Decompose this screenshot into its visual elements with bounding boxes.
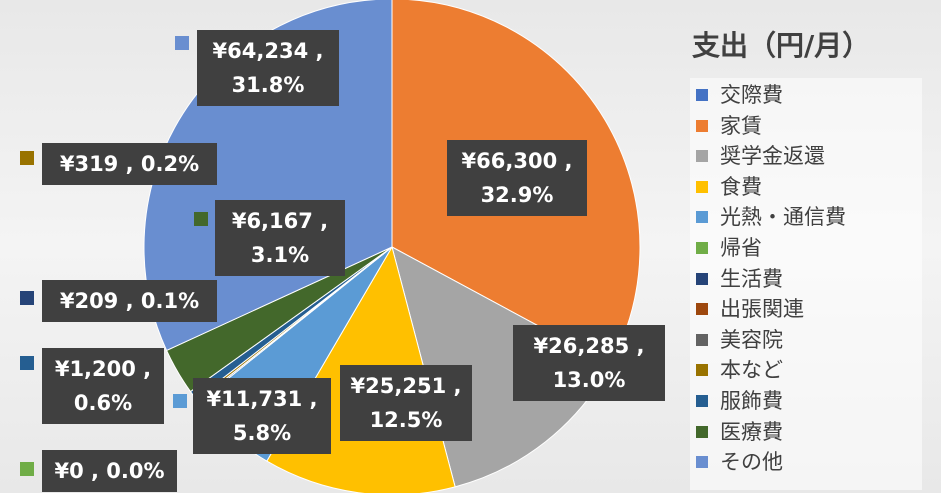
data-label: ¥25,251 , 12.5% [340, 365, 472, 441]
legend-entry: 帰省 [696, 233, 762, 263]
legend-swatch [696, 395, 708, 407]
legend-entry: 交際費 [696, 80, 783, 110]
legend-label: 食費 [720, 174, 762, 199]
legend-label: 交際費 [720, 83, 783, 107]
legend-label: 光熱・通信費 [720, 205, 846, 230]
label-key [20, 151, 34, 165]
legend-label: 服飾費 [720, 389, 783, 413]
legend-entry: 家賃 [696, 111, 762, 141]
legend-swatch [696, 333, 708, 346]
legend-label: 医療費 [720, 419, 783, 444]
data-label: ¥319 , 0.2% [42, 143, 217, 185]
legend: 交際費家賃奨学金返還食費光熱・通信費 帰省生活費出張関連美容院本など服飾費医療費そ… [690, 78, 922, 490]
legend-label: その他 [720, 450, 783, 475]
legend-entry: 本など [696, 355, 783, 385]
data-label: ¥0 , 0.0% [42, 450, 177, 492]
legend-label: 美容院 [720, 327, 783, 352]
label-key [173, 394, 187, 408]
legend-swatch [696, 180, 708, 193]
legend-entry: 服飾費 [696, 386, 783, 416]
legend-swatch [696, 272, 708, 285]
data-label: ¥6,167 , 3.1% [215, 200, 345, 276]
legend-swatch [696, 303, 708, 316]
legend-label: 生活費 [720, 266, 783, 291]
legend-swatch [696, 456, 708, 469]
legend-label: 出張関連 [720, 297, 804, 322]
legend-swatch [696, 119, 708, 132]
data-label: ¥209 , 0.1% [42, 280, 217, 322]
legend-entry: 食費 [696, 172, 762, 202]
label-key [20, 356, 34, 370]
data-label: ¥11,731 , 5.8% [193, 378, 331, 454]
data-label: ¥26,285 , 13.0% [513, 325, 665, 401]
legend-entry: 生活費 [696, 264, 783, 294]
legend-swatch [696, 364, 708, 377]
data-label: ¥66,300 , 32.9% [447, 140, 587, 216]
legend-entry: その他 [696, 447, 783, 477]
chart-title: 支出（円/月） [692, 29, 871, 62]
legend-swatch [696, 89, 708, 101]
legend-label: 奨学金返還 [720, 144, 825, 169]
data-label: ¥64,234 , 31.8% [197, 30, 339, 106]
legend-entry: 出張関連 [696, 294, 804, 324]
legend-swatch [696, 425, 708, 438]
legend-entry: 奨学金返還 [696, 141, 825, 171]
legend-entry: 光熱・通信費 [696, 202, 846, 232]
legend-label: 帰省 [720, 236, 762, 260]
label-key [194, 212, 208, 226]
legend-swatch [696, 150, 708, 163]
label-key [175, 36, 189, 50]
legend-entry: 医療費 [696, 417, 783, 447]
legend-label: 本など [720, 358, 783, 383]
legend-label: 家賃 [720, 113, 762, 138]
legend-swatch [696, 211, 708, 224]
data-label: ¥1,200 , 0.6% [42, 348, 164, 424]
legend-swatch [696, 242, 708, 254]
label-key [20, 291, 34, 305]
label-key [20, 462, 34, 476]
legend-entry: 美容院 [696, 325, 783, 355]
